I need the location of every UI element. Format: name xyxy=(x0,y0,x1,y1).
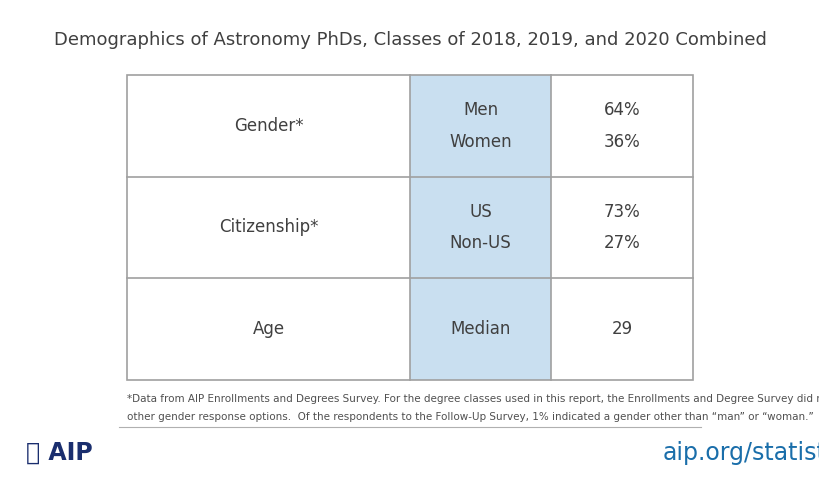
Text: 73%: 73% xyxy=(603,202,640,221)
Bar xyxy=(127,75,692,380)
Text: Median: Median xyxy=(450,320,510,338)
Text: ⨠ AIP: ⨠ AIP xyxy=(26,440,93,465)
Text: Gender*: Gender* xyxy=(233,117,303,135)
Bar xyxy=(410,75,550,380)
Text: Non-US: Non-US xyxy=(450,234,511,253)
Text: *Data from AIP Enrollments and Degrees Survey. For the degree classes used in th: *Data from AIP Enrollments and Degrees S… xyxy=(127,394,819,405)
Text: 64%: 64% xyxy=(603,101,640,119)
Text: 27%: 27% xyxy=(603,234,640,253)
Text: other gender response options.  Of the respondents to the Follow-Up Survey, 1% i: other gender response options. Of the re… xyxy=(127,412,813,423)
Text: US: US xyxy=(468,202,491,221)
Text: Demographics of Astronomy PhDs, Classes of 2018, 2019, and 2020 Combined: Demographics of Astronomy PhDs, Classes … xyxy=(53,31,766,49)
Text: Age: Age xyxy=(252,320,284,338)
Text: 36%: 36% xyxy=(603,133,640,151)
Text: 29: 29 xyxy=(611,320,632,338)
Text: aip.org/statistics: aip.org/statistics xyxy=(662,440,819,465)
Text: Citizenship*: Citizenship* xyxy=(219,218,318,237)
Text: Men: Men xyxy=(463,101,498,119)
Text: Women: Women xyxy=(449,133,511,151)
